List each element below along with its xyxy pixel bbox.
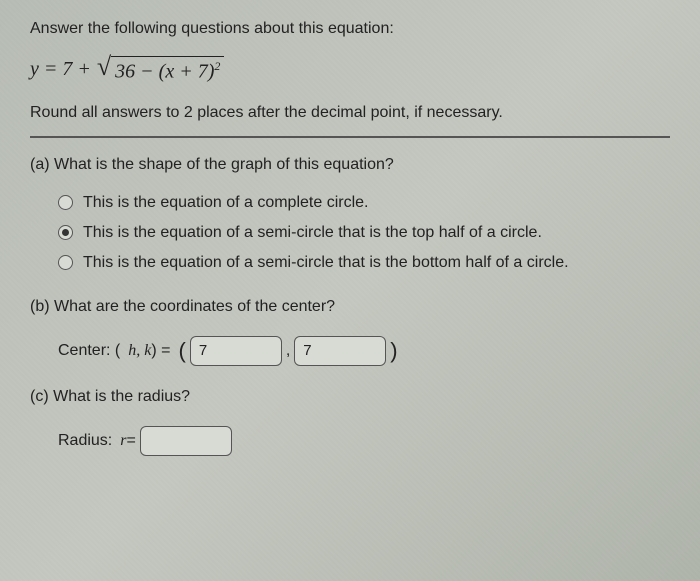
divider: [30, 136, 670, 138]
under-sqrt-post: + 7): [174, 61, 214, 83]
under-sqrt-var: x: [165, 61, 174, 83]
option-label: This is the equation of a semi-circle th…: [83, 254, 569, 272]
option-label: This is the equation of a complete circl…: [83, 194, 368, 212]
radio-button[interactable]: [58, 195, 73, 210]
open-paren: (: [178, 338, 185, 364]
equation-lhs: y = 7 +: [30, 58, 91, 81]
radius-eq: =: [126, 432, 135, 450]
option-row[interactable]: This is the equation of a complete circl…: [58, 194, 670, 212]
part-b-prompt: (b) What are the coordinates of the cent…: [30, 298, 670, 316]
equation-display: y = 7 + √ 36 − (x + 7)2: [30, 56, 670, 84]
part-a-prompt: (a) What is the shape of the graph of th…: [30, 156, 670, 174]
part-c-prompt: (c) What is the radius?: [30, 388, 670, 406]
center-label-post: ) =: [151, 342, 170, 360]
under-sqrt-pre: 36 − (: [115, 61, 165, 83]
sqrt-wrapper: √ 36 − (x + 7)2: [97, 56, 224, 84]
radio-button[interactable]: [58, 255, 73, 270]
round-note: Round all answers to 2 places after the …: [30, 104, 670, 122]
close-paren: ): [390, 338, 397, 364]
radius-input[interactable]: [140, 426, 232, 456]
sqrt-content: 36 − (x + 7)2: [111, 56, 224, 84]
option-row[interactable]: This is the equation of a semi-circle th…: [58, 254, 670, 272]
k-input[interactable]: 7: [294, 336, 386, 366]
option-row[interactable]: This is the equation of a semi-circle th…: [58, 224, 670, 242]
exponent: 2: [214, 59, 220, 73]
option-label: This is the equation of a semi-circle th…: [83, 224, 542, 242]
question-intro: Answer the following questions about thi…: [30, 20, 670, 38]
radius-label: Radius:: [58, 432, 112, 450]
sqrt-symbol: √: [97, 54, 111, 80]
center-label-pre: Center: (: [58, 342, 120, 360]
radius-row: Radius: r =: [58, 426, 670, 456]
h-input[interactable]: 7: [190, 336, 282, 366]
comma-separator: ,: [286, 342, 290, 360]
radio-button[interactable]: [58, 225, 73, 240]
center-hk: h, k: [128, 342, 151, 360]
part-a-options: This is the equation of a complete circl…: [58, 194, 670, 272]
center-row: Center: ( h, k) = ( 7 , 7 ): [58, 336, 670, 366]
